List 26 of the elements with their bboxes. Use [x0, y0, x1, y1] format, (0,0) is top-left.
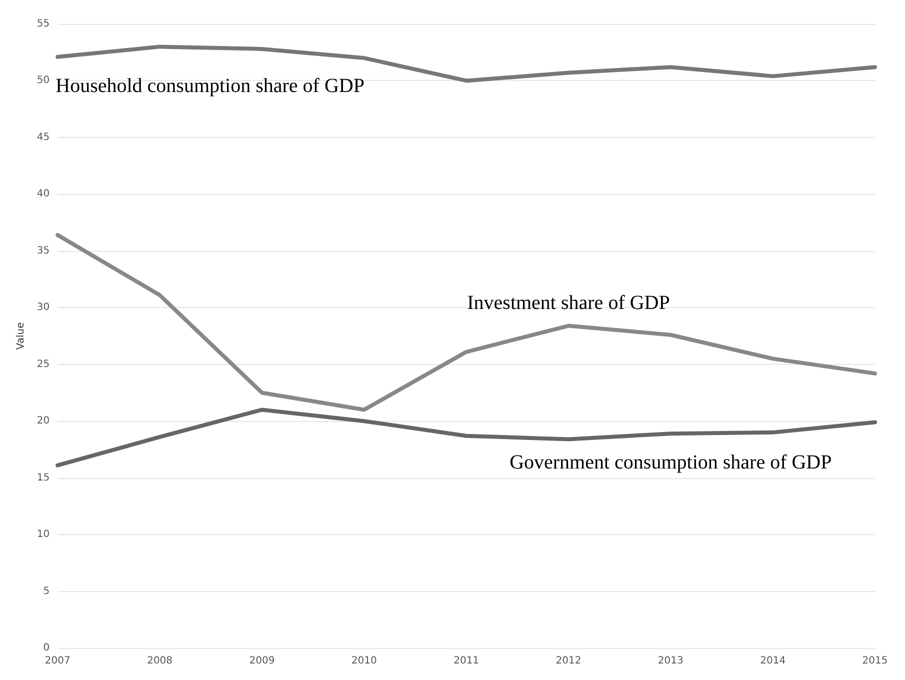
series-label: Household consumption share of GDP — [56, 74, 364, 97]
series-label: Government consumption share of GDP — [510, 452, 832, 474]
y-tick-label: 35 — [36, 245, 50, 256]
y-tick-label: 25 — [36, 358, 50, 370]
y-tick-label: 10 — [36, 529, 50, 540]
x-tick-label: 2009 — [249, 656, 275, 666]
y-tick-label: 55 — [36, 18, 50, 30]
x-tick-label: 2010 — [351, 656, 377, 666]
y-tick-label: 5 — [43, 586, 50, 597]
x-tick-label: 2008 — [147, 656, 173, 666]
x-tick-label: 2014 — [760, 656, 786, 666]
series-label: Investment share of GDP — [467, 292, 670, 314]
x-tick-label: 2015 — [862, 656, 888, 666]
y-tick-label: 15 — [36, 472, 50, 484]
line-series — [56, 233, 877, 412]
x-tick-label: 2013 — [658, 656, 684, 666]
y-tick-label: 40 — [36, 188, 50, 200]
x-tick-label: 2007 — [44, 656, 70, 666]
y-tick-label: 20 — [36, 416, 50, 427]
y-tick-label: 45 — [36, 132, 50, 143]
y-tick-label: 30 — [36, 302, 50, 314]
x-tick-label: 2011 — [454, 656, 480, 666]
y-axis-title: Value — [16, 322, 26, 350]
x-tick-label: 2012 — [556, 656, 582, 666]
y-tick-label: 0 — [43, 642, 50, 654]
y-tick-label: 50 — [36, 75, 50, 86]
